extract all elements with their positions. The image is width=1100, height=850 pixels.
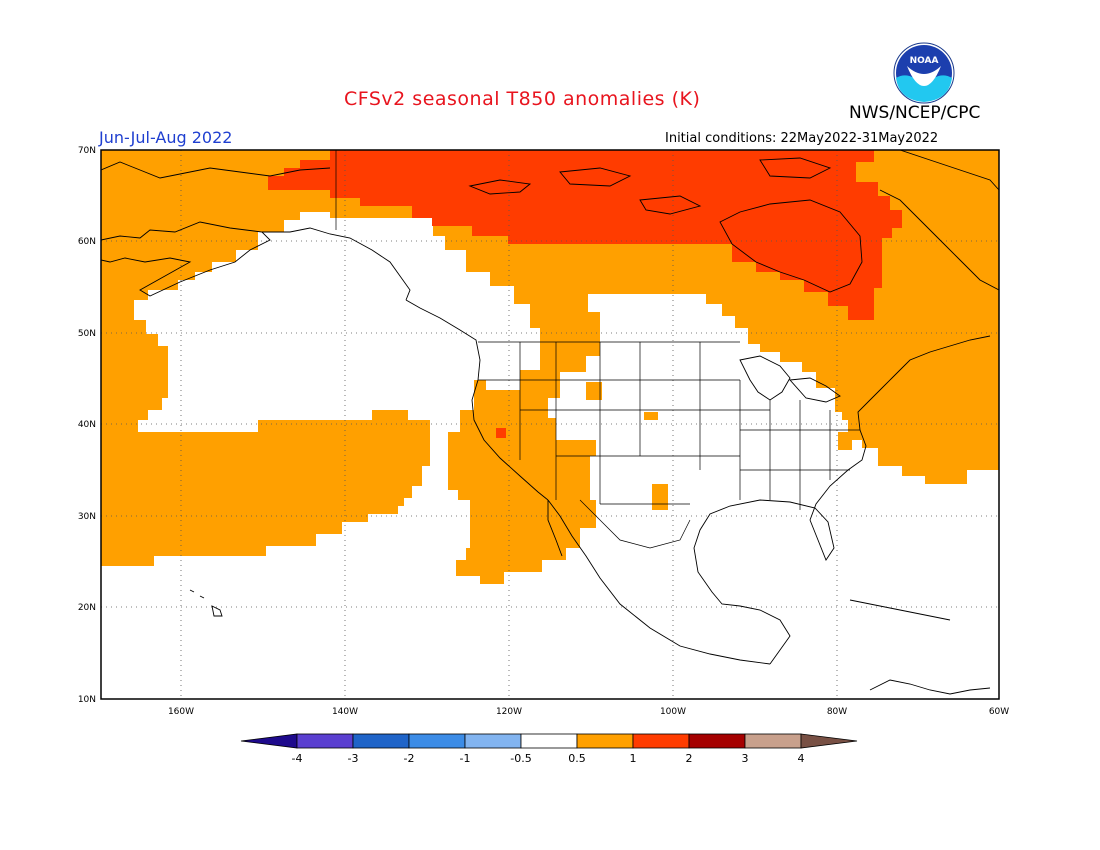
colorbar-segment [744,733,802,749]
colorbar-segment [352,733,410,749]
initial-conditions-label: Initial conditions: 22May2022-31May2022 [665,131,939,146]
colorbar-segment [688,733,746,749]
colorbar-label: -3 [348,752,359,765]
colorbar-label: -1 [460,752,471,765]
colorbar-segment [464,733,522,749]
latitude-labels: 70N 60N 50N 40N 30N 20N 10N [78,146,96,705]
colorbar-label: 0.5 [568,752,586,765]
lat-label: 20N [78,603,96,613]
colorbar-low-arrow [240,733,298,749]
lon-label: 160W [168,707,194,717]
lat-label: 30N [78,512,96,522]
anomaly-red-regions [268,150,902,438]
canada-lobe-region [520,342,600,380]
political-borders [335,150,860,549]
lat-label: 50N [78,329,96,339]
pacific-warm-region [101,410,430,566]
colorbar-segment [520,733,578,749]
lon-label: 60W [989,707,1009,717]
lon-label: 100W [660,707,686,717]
colorbar-label: -2 [404,752,415,765]
colorbar-label: 2 [686,752,693,765]
colorbar-segment [632,733,690,749]
colorbar-segment [576,733,634,749]
lat-label: 10N [78,695,96,705]
agency-label: NWS/NCEP/CPC [849,103,981,123]
patch-colorado [586,382,602,400]
hot-spot-nevada [496,428,506,438]
colorbar [240,733,858,749]
lon-label: 140W [332,707,358,717]
colorbar-label: -0.5 [510,752,531,765]
longitude-labels: 160W 140W 120W 100W 80W 60W [168,707,1009,717]
coastlines [101,150,999,695]
colorbar-labels: -4 -3 -2 -1 -0.5 0.5 1 2 3 4 [292,752,805,765]
chart-title: CFSv2 seasonal T850 anomalies (K) [344,88,701,110]
anomaly-fields [101,150,999,584]
colorbar-label: 4 [798,752,805,765]
lat-label: 60N [78,237,96,247]
lat-label: 40N [78,420,96,430]
colorbar-label: -4 [292,752,303,765]
patch-texas [652,484,668,510]
arctic-canada-hot-region [268,150,902,320]
colorbar-segment [408,733,466,749]
west-us-warm-region [448,380,596,584]
season-label: Jun-Jul-Aug 2022 [99,128,233,147]
colorbar-label: 1 [630,752,637,765]
patch-kansas [644,412,658,420]
lon-label: 80W [827,707,847,717]
northeast-warm-region [838,390,874,450]
map-frame [100,149,1000,700]
lat-label: 70N [78,146,96,156]
colorbar-label: 3 [742,752,749,765]
lon-label: 120W [496,707,522,717]
colorbar-segment [296,733,354,749]
noaa-logo: NOAA [893,42,955,104]
logo-text: NOAA [910,56,939,66]
colorbar-high-arrow [800,733,858,749]
